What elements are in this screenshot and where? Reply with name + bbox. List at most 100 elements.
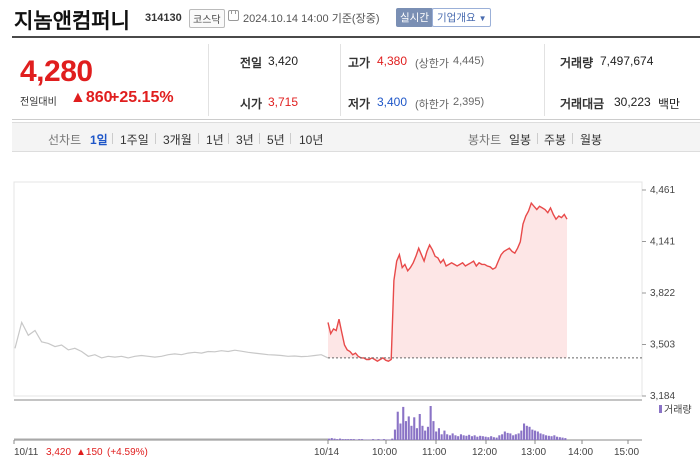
candle-weekly[interactable]: 주봉 xyxy=(544,133,567,147)
y-tick-label: 3,822 xyxy=(650,288,675,299)
volume-bars xyxy=(14,406,567,441)
volume-bar xyxy=(440,434,443,440)
volume-label: 거래량 xyxy=(560,56,594,70)
volume-bar xyxy=(479,435,482,441)
quote-date: 2024.10.14 14:00 기준(장중) xyxy=(243,13,380,25)
up-triangle-icon: ▲ xyxy=(70,89,86,106)
corp-info-button[interactable]: 기업개요 ▼ xyxy=(432,8,492,27)
market-badge: 코스닥 xyxy=(189,9,225,28)
volume-bar xyxy=(330,438,333,440)
volume-bar xyxy=(361,439,364,440)
volume-legend: 거래량 xyxy=(664,404,692,416)
change-value: ▲860 xyxy=(70,89,113,107)
volume-bar xyxy=(528,426,531,440)
volume-bar xyxy=(385,439,388,440)
period-5y[interactable]: 5년 xyxy=(267,133,285,147)
realtime-button[interactable]: 실시간 xyxy=(396,8,433,27)
clock-icon xyxy=(228,10,239,21)
volume-bar xyxy=(358,439,361,440)
volume-bar xyxy=(550,436,553,440)
x-tick-label: 12:00 xyxy=(472,447,497,458)
volume-bar xyxy=(547,435,550,441)
corp-info-label: 기업개요 xyxy=(437,12,476,24)
volume-bar xyxy=(437,428,440,440)
volume-bar xyxy=(473,435,476,440)
volume-bar xyxy=(517,433,520,440)
amount-unit: 백만 xyxy=(658,97,681,111)
volume-bar xyxy=(531,429,534,440)
y-tick-label: 3,503 xyxy=(650,340,675,351)
candle-daily[interactable]: 일봉 xyxy=(509,133,532,147)
x-tick-label: 10:00 xyxy=(372,447,397,458)
prev-day-change: ▲150 xyxy=(76,447,103,458)
period-3m[interactable]: 3개월 xyxy=(163,133,192,147)
volume-bar xyxy=(410,425,413,440)
volume-bar xyxy=(382,439,385,440)
volume-bar xyxy=(534,430,537,440)
quote-panel: 4,280 전일대비 ▲860 +25.15% 전일 3,420 고가 4,38… xyxy=(12,36,700,120)
period-10y[interactable]: 10년 xyxy=(299,133,324,147)
open-label: 시가 xyxy=(240,97,263,111)
volume-bar xyxy=(501,434,504,440)
change-amount: 860 xyxy=(85,89,113,106)
period-3y[interactable]: 3년 xyxy=(236,133,254,147)
volume-bar xyxy=(512,435,515,440)
period-1w[interactable]: 1주일 xyxy=(120,133,149,147)
volume-bar xyxy=(402,406,405,440)
volume-bar xyxy=(446,434,449,440)
volume-bar xyxy=(468,434,471,440)
volume-bar xyxy=(523,423,526,440)
x-tick-label: 14:00 xyxy=(568,447,593,458)
volume-bar xyxy=(448,435,451,440)
prev-close-label: 전일 xyxy=(240,56,263,70)
x-tick-label: 10/11 xyxy=(14,447,39,458)
high-value: 4,380 xyxy=(377,54,408,68)
period-1d[interactable]: 1일 xyxy=(90,133,108,147)
volume-bar xyxy=(558,437,561,440)
volume-bar xyxy=(429,406,432,440)
volume-bar xyxy=(520,430,523,440)
y-axis-ticks: 4,461 4,141 3,822 3,503 3,184 xyxy=(642,185,675,402)
volume-bar xyxy=(457,436,460,440)
volume-bar xyxy=(418,414,421,440)
volume-bar xyxy=(465,435,468,441)
volume-bar xyxy=(443,430,446,440)
volume-bar xyxy=(369,439,372,440)
volume-bar xyxy=(339,438,342,440)
volume-bar xyxy=(432,421,435,440)
period-bar: 선차트 1일 1주일 3개월 1년 3년 5년 10년 봉차트 일봉 주봉 월봉 xyxy=(12,122,700,152)
volume-bar xyxy=(487,437,490,440)
stock-code: 314130 xyxy=(145,12,182,24)
lower-limit-value: 2,395) xyxy=(453,96,485,108)
stock-header: 지놈앤컴퍼니 314130 코스닥 2024.10.14 14:00 기준(장중… xyxy=(0,0,700,34)
divider xyxy=(112,133,113,144)
volume-bar xyxy=(421,425,424,440)
prev-day-close: 3,420 xyxy=(46,447,71,458)
period-1y[interactable]: 1년 xyxy=(206,133,224,147)
divider xyxy=(259,133,260,144)
price-chart[interactable]: 4,461 4,141 3,822 3,503 3,184 10/11 10/14 10:0… xyxy=(0,152,700,475)
line-chart-label: 선차트 xyxy=(48,133,82,147)
prev-day-line xyxy=(14,320,329,359)
volume-bar xyxy=(424,430,427,440)
volume-bar xyxy=(413,417,416,440)
x-axis-ticks: 10/11 10/14 10:00 11:00 12:00 13:00 14:00 15:00 xyxy=(13,440,639,458)
chevron-down-icon: ▼ xyxy=(478,14,487,23)
today-price-line xyxy=(327,201,568,363)
volume-bar xyxy=(380,439,383,440)
volume-bar xyxy=(341,439,344,440)
volume-bar xyxy=(374,439,377,440)
volume-bar xyxy=(509,433,512,440)
volume-bar xyxy=(426,426,429,440)
candle-monthly[interactable]: 월봉 xyxy=(580,133,603,147)
current-price: 4,280 xyxy=(20,55,93,88)
volume-bar xyxy=(459,434,462,440)
volume-bar xyxy=(545,435,548,440)
x-tick-label: 13:00 xyxy=(521,447,546,458)
divider xyxy=(290,133,291,144)
prev-close-value: 3,420 xyxy=(268,54,299,68)
volume-legend-swatch xyxy=(659,405,662,413)
y-tick-label: 3,184 xyxy=(650,391,675,402)
volume-bar xyxy=(393,429,396,440)
volume-bar xyxy=(350,439,353,440)
